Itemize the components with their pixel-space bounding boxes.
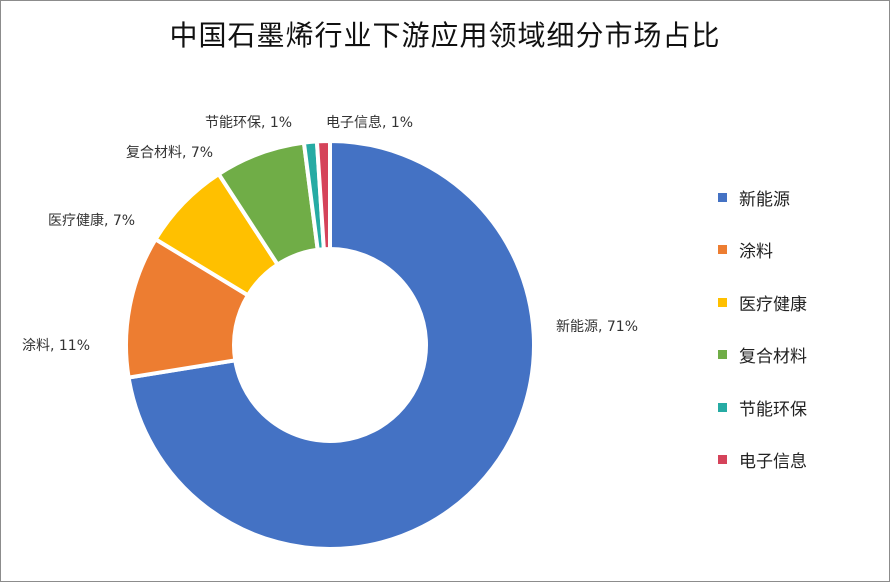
legend-swatch: [718, 455, 727, 465]
data-label-医疗健康: 医疗健康, 7%: [48, 212, 135, 229]
slice-新能源: [126, 139, 536, 551]
legend-label: 电子信息: [739, 452, 807, 473]
chart-title: 中国石墨烯行业下游应用领域细分市场占比: [169, 19, 721, 52]
legend-label: 复合材料: [739, 347, 807, 368]
legend-swatch: [718, 192, 727, 202]
legend-swatch: [718, 245, 727, 255]
legend-item-电子信息: 电子信息: [718, 447, 878, 473]
legend-item-复合材料: 复合材料: [718, 342, 878, 368]
data-label-电子信息: 电子信息, 1%: [326, 114, 413, 131]
legend-swatch: [718, 297, 727, 307]
data-label-复合材料: 复合材料, 7%: [126, 144, 213, 161]
data-label-涂料: 涂料, 11%: [22, 338, 90, 354]
chart-legend: 新能源涂料医疗健康复合材料节能环保电子信息: [718, 184, 878, 500]
legend-label: 医疗健康: [739, 294, 807, 315]
legend-label: 节能环保: [739, 399, 807, 420]
data-label-新能源: 新能源, 71%: [556, 319, 638, 335]
legend-label: 涂料: [739, 242, 773, 263]
legend-item-节能环保: 节能环保: [718, 394, 878, 420]
legend-swatch: [718, 350, 727, 360]
legend-item-新能源: 新能源: [718, 184, 878, 210]
legend-swatch: [718, 402, 727, 412]
legend-item-涂料: 涂料: [718, 237, 878, 263]
legend-label: 新能源: [739, 189, 790, 210]
legend-item-医疗健康: 医疗健康: [718, 289, 878, 315]
slice-电子信息: [314, 139, 332, 252]
data-label-节能环保: 节能环保, 1%: [205, 115, 292, 131]
